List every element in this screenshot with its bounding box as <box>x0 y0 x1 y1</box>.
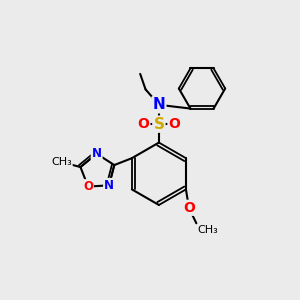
Text: S: S <box>153 117 164 132</box>
Text: CH₃: CH₃ <box>51 157 72 167</box>
Text: O: O <box>83 180 93 193</box>
Text: O: O <box>183 201 195 215</box>
Text: CH₃: CH₃ <box>198 225 219 235</box>
Text: O: O <box>137 117 149 131</box>
Text: N: N <box>92 147 102 160</box>
Text: O: O <box>168 117 180 131</box>
Text: N: N <box>152 97 165 112</box>
Text: N: N <box>104 179 114 192</box>
